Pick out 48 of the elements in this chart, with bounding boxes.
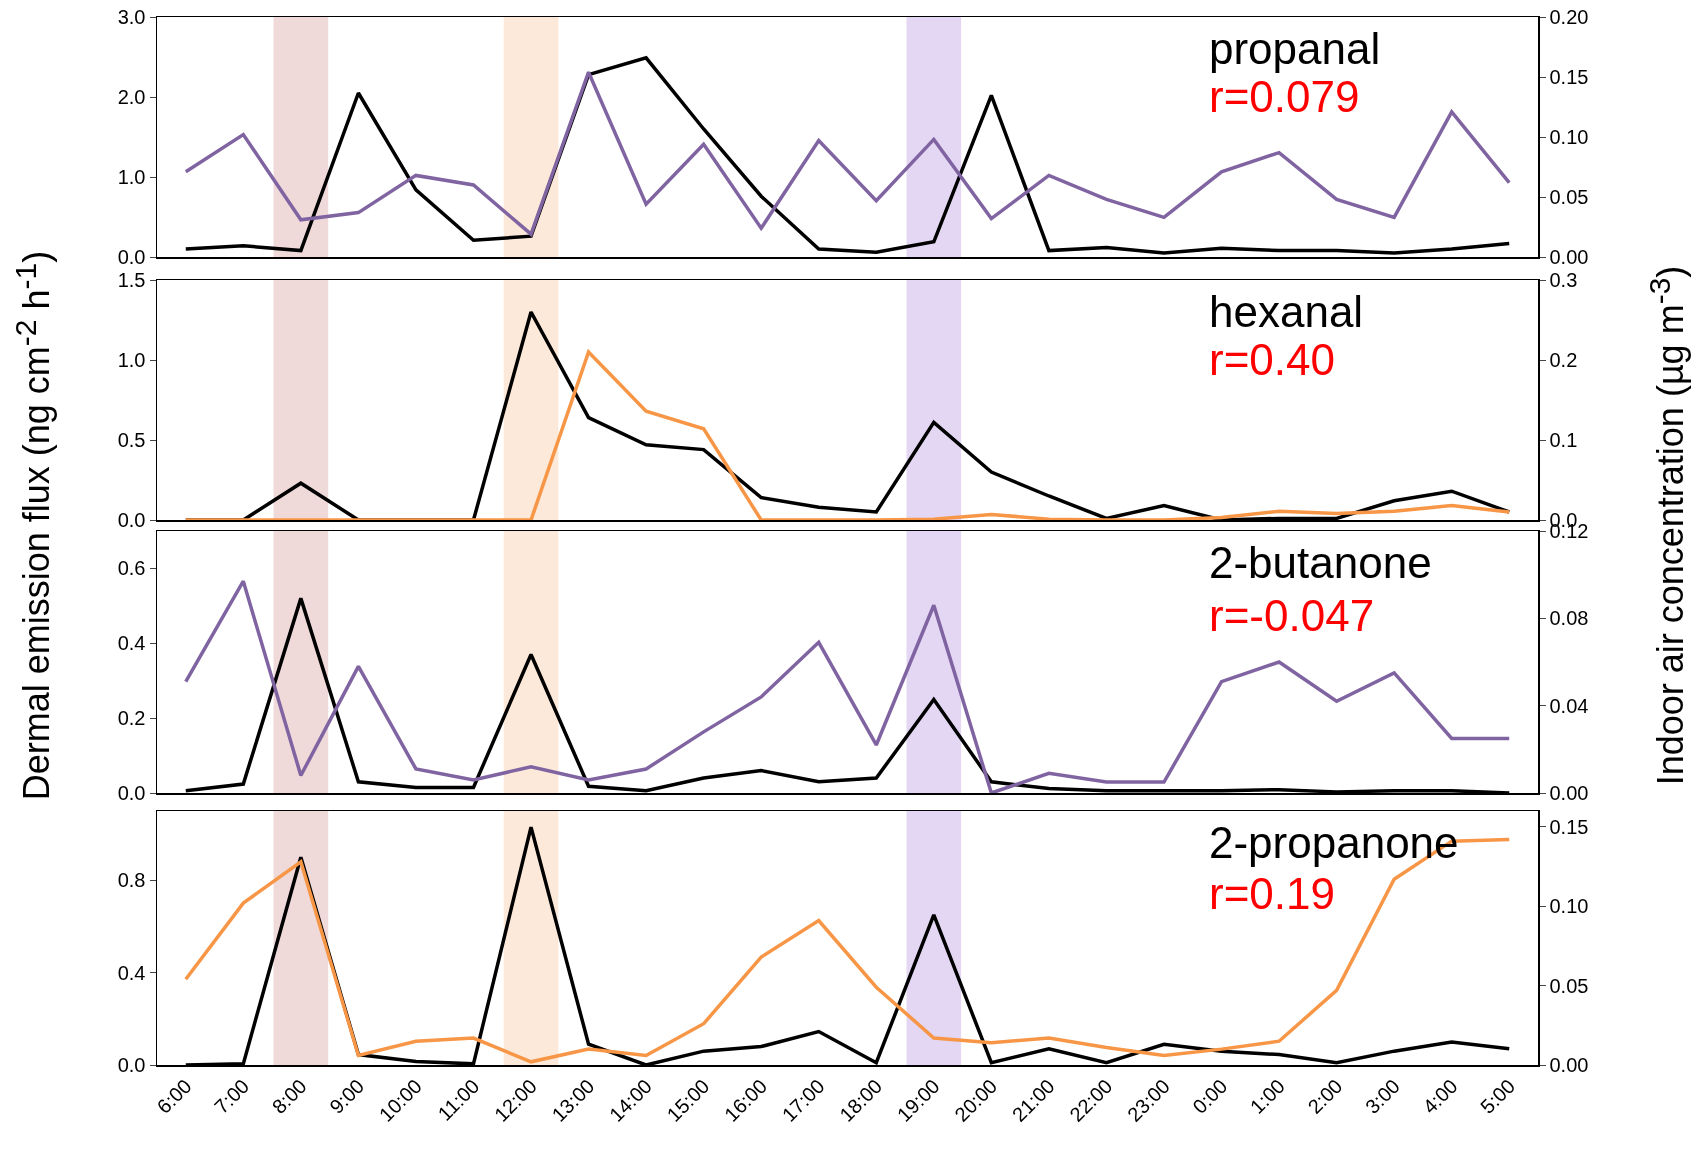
x-tick-label: 7:00 — [210, 1074, 254, 1118]
annotation: r=0.40 — [1209, 335, 1335, 384]
y2-tick-label: 0.3 — [1549, 269, 1578, 291]
y2-tick-label: 0.20 — [1549, 6, 1589, 28]
y-tick-label: 0.0 — [117, 782, 146, 804]
y2-tick-label: 0.10 — [1549, 126, 1589, 148]
y-tick-label: 0.2 — [117, 707, 146, 730]
y2-tick-label: 0.00 — [1549, 782, 1589, 804]
y-tick-label: 0.4 — [117, 961, 146, 984]
y2-tick-label: 0.1 — [1549, 429, 1578, 451]
y-tick-label: 3.0 — [117, 6, 146, 28]
y2-tick-label: 0.15 — [1549, 66, 1589, 88]
y-tick-label: 0.5 — [117, 429, 146, 451]
y2-tick-label: 0.15 — [1549, 815, 1589, 838]
x-tick-label: 1:00 — [1245, 1074, 1289, 1118]
x-tick-label: 6:00 — [152, 1074, 196, 1118]
y-tick-label: 2.0 — [117, 86, 146, 108]
y2-tick-label: 0.00 — [1549, 1054, 1589, 1076]
y-tick-label: 0.4 — [117, 632, 146, 655]
y-tick-label: 1.0 — [117, 166, 146, 188]
y-tick-label: 0.0 — [117, 509, 146, 531]
chart-title: 2-butanone — [1209, 538, 1432, 587]
y-tick-label: 1.5 — [117, 269, 146, 291]
y-tick-label: 0.0 — [117, 1054, 146, 1076]
chart-title: propanal — [1209, 24, 1381, 73]
y-tick-label: 1.0 — [117, 349, 146, 371]
y2-tick-label: 0.10 — [1549, 895, 1589, 918]
annotation: r=0.19 — [1209, 869, 1335, 918]
x-tick-label: 3:00 — [1360, 1074, 1405, 1118]
annotation: r=-0.047 — [1209, 591, 1375, 640]
y2-tick-label: 0.2 — [1549, 349, 1578, 371]
y2-tick-label: 0.08 — [1549, 607, 1589, 630]
x-tick-label: 8:00 — [267, 1074, 311, 1118]
y2-tick-label: 0.05 — [1549, 974, 1589, 997]
y-tick-label: 0.6 — [117, 557, 146, 580]
y2-tick-label: 0.05 — [1549, 186, 1589, 208]
y-tick-label: 0.8 — [117, 869, 146, 892]
x-tick-label: 0:00 — [1188, 1074, 1232, 1118]
y2-tick-label: 0.00 — [1549, 246, 1589, 268]
annotation: r=0.079 — [1209, 72, 1360, 121]
x-tick-label: 2:00 — [1303, 1074, 1347, 1118]
y2-tick-label: 0.04 — [1549, 694, 1589, 717]
chart-title: 2-propanone — [1209, 818, 1459, 867]
x-tick-label: 5:00 — [1476, 1074, 1520, 1118]
y-tick-label: 0.0 — [117, 246, 146, 268]
x-tick-label: 9:00 — [325, 1074, 369, 1118]
chart-title: hexanal — [1209, 287, 1364, 336]
x-tick-label: 4:00 — [1418, 1074, 1462, 1118]
